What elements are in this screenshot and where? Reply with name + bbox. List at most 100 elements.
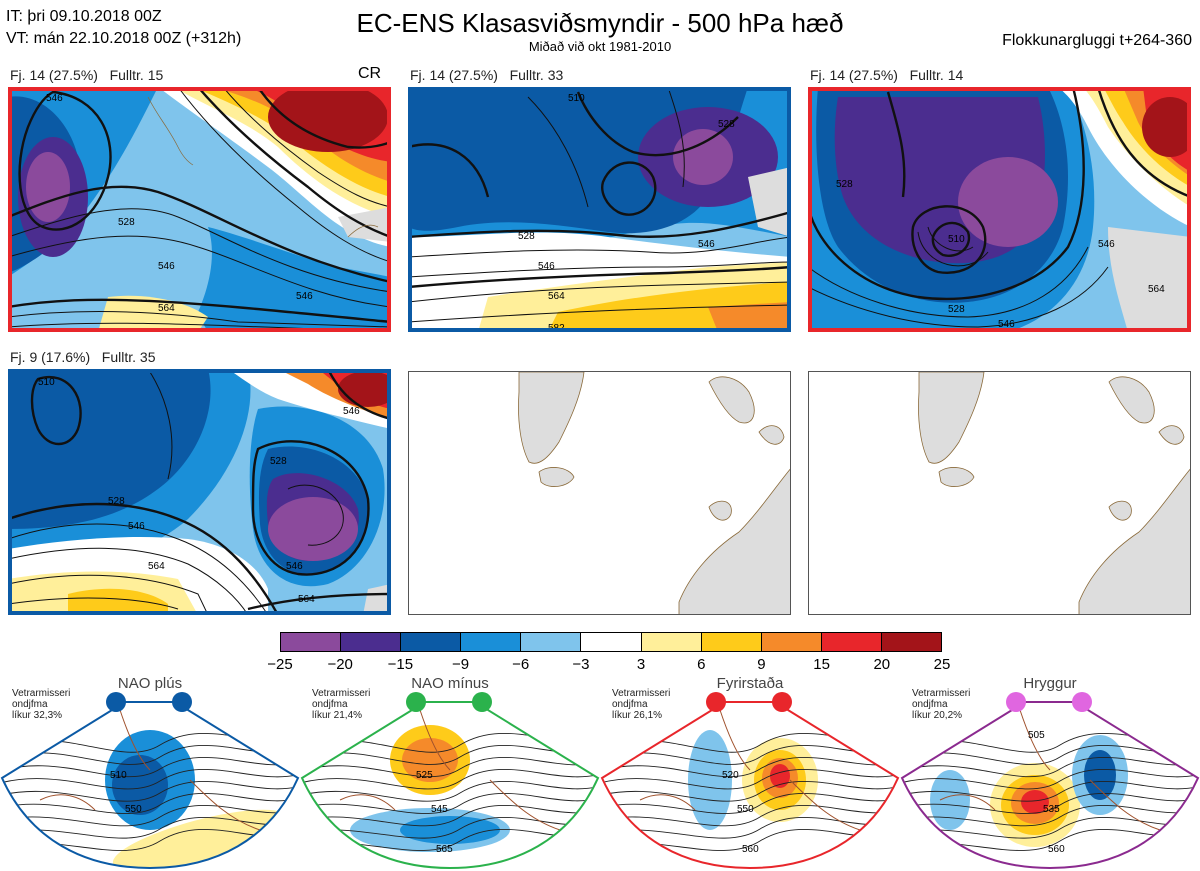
contour-label: 546 [538, 261, 555, 272]
coastline [339, 709, 561, 831]
colorbar-segment [581, 633, 642, 651]
regime-title: NAO mínus [411, 675, 489, 692]
height-contour [602, 756, 898, 778]
contour-label: 528 [836, 179, 853, 190]
anomaly-blob [112, 809, 288, 868]
height-contour [302, 768, 598, 790]
height-contour [602, 768, 898, 790]
anomaly-blob [930, 770, 970, 830]
contour-label: 510 [38, 377, 55, 388]
contour-label: 546 [998, 319, 1015, 330]
valid-time: VT: mán 22.10.2018 00Z (+312h) [6, 30, 242, 47]
regime-note: ondjfma [312, 699, 348, 710]
contour-label: 528 [948, 304, 965, 315]
colorbar-tick-label: −9 [451, 656, 470, 673]
colorbar-tick-label: 9 [757, 656, 766, 673]
anomaly-blob [402, 738, 458, 782]
contour-label: 560 [1048, 844, 1065, 855]
regime-border [300, 701, 600, 870]
contour-label: 546 [698, 239, 715, 250]
height-contour [302, 816, 598, 839]
contour-label: 564 [148, 561, 165, 572]
colorbar-tick-label: −20 [327, 656, 353, 673]
height-contour [2, 768, 298, 790]
anomaly-blob [1084, 750, 1116, 800]
height-contour [302, 780, 598, 802]
contour-label: 510 [948, 234, 965, 245]
contour-label: 546 [46, 93, 63, 104]
anomaly-blob [112, 755, 168, 815]
colorbar-segment [821, 633, 882, 651]
regime-border [600, 701, 900, 870]
height-contour [302, 804, 598, 827]
cluster-map-2: 510 528 546 564 528 546 582 [408, 87, 791, 332]
regime-dot [472, 692, 492, 712]
contour-label: 528 [518, 231, 535, 242]
height-contour [2, 816, 298, 839]
coastline [39, 709, 261, 831]
regime-border [900, 701, 1200, 870]
regime-title: Fyrirstaða [716, 675, 784, 692]
contour-label: 528 [118, 217, 135, 228]
height-contour [2, 780, 298, 802]
cluster-map-2-border [408, 87, 791, 332]
cluster-map-3: 528 510 546 528 546 564 [808, 87, 1191, 332]
regime-map: 510 550 [0, 701, 300, 870]
height-contour [902, 768, 1198, 790]
colorbar-tick-label: −25 [267, 656, 293, 673]
height-contour [602, 816, 898, 839]
cluster-map-4: 510 528 546 564 528 546 564 546 [8, 369, 391, 615]
regime-note: líkur 32,3% [12, 710, 63, 721]
height-contour [902, 804, 1198, 827]
colorbar-segment [881, 633, 942, 651]
contour-label: 546 [286, 561, 303, 572]
height-contour [902, 792, 1198, 814]
height-contour [602, 780, 898, 802]
panel-3-label: Fj. 14 (27.5%) Fulltr. 14 [810, 67, 964, 83]
regime-dot [172, 692, 192, 712]
contour-label: 564 [158, 303, 175, 314]
regime-note: líkur 26,1% [612, 710, 663, 721]
regime-dot [772, 692, 792, 712]
anomaly-blob [770, 764, 790, 788]
empty-map-6 [808, 371, 1191, 615]
contour-label: 550 [125, 804, 142, 815]
init-time: IT: þri 09.10.2018 00Z [6, 8, 162, 25]
panel-1-label: Fj. 14 (27.5%) Fulltr. 15 [10, 67, 164, 83]
anomaly-blob [688, 730, 732, 830]
colorbar-segment [521, 633, 582, 651]
contour-label: 545 [431, 804, 448, 815]
contour-label: 564 [298, 594, 315, 605]
regime-dot [1072, 692, 1092, 712]
regime-note: Vetrarmisseri [612, 688, 671, 699]
contour-label: 546 [296, 291, 313, 302]
regime-note: Vetrarmisseri [312, 688, 371, 699]
height-contour [902, 780, 1198, 802]
anomaly-blob [1021, 790, 1049, 814]
regime-border [0, 701, 300, 870]
height-contour [302, 756, 598, 778]
regime-map: 525 545 565 [300, 701, 600, 870]
colorbar-segment [461, 633, 522, 651]
height-contour [2, 792, 298, 814]
cluster-map-1-border [8, 87, 391, 332]
contour-label: 520 [722, 770, 739, 781]
regime-dot [706, 692, 726, 712]
contour-label: 528 [270, 456, 287, 467]
contour-label: 505 [1028, 730, 1045, 741]
coastline [639, 709, 861, 831]
contour-label: 510 [568, 93, 585, 104]
colorbar-tick-label: 25 [933, 656, 951, 673]
contour-label: 546 [128, 521, 145, 532]
colorbar-segment [401, 633, 462, 651]
colorbar-tick-label: 15 [813, 656, 830, 673]
regime-title: Hryggur [1023, 675, 1077, 692]
cluster-map-4-border [8, 369, 391, 615]
regime-note: ondjfma [612, 699, 648, 710]
colorbar-tick-label: −15 [387, 656, 414, 673]
panel-1-tag: CR [358, 65, 382, 82]
regime-note: ondjfma [12, 699, 48, 710]
colorbar-segment [701, 633, 762, 651]
contour-label: 510 [110, 770, 127, 781]
colorbar-tick-label: 20 [873, 656, 891, 673]
